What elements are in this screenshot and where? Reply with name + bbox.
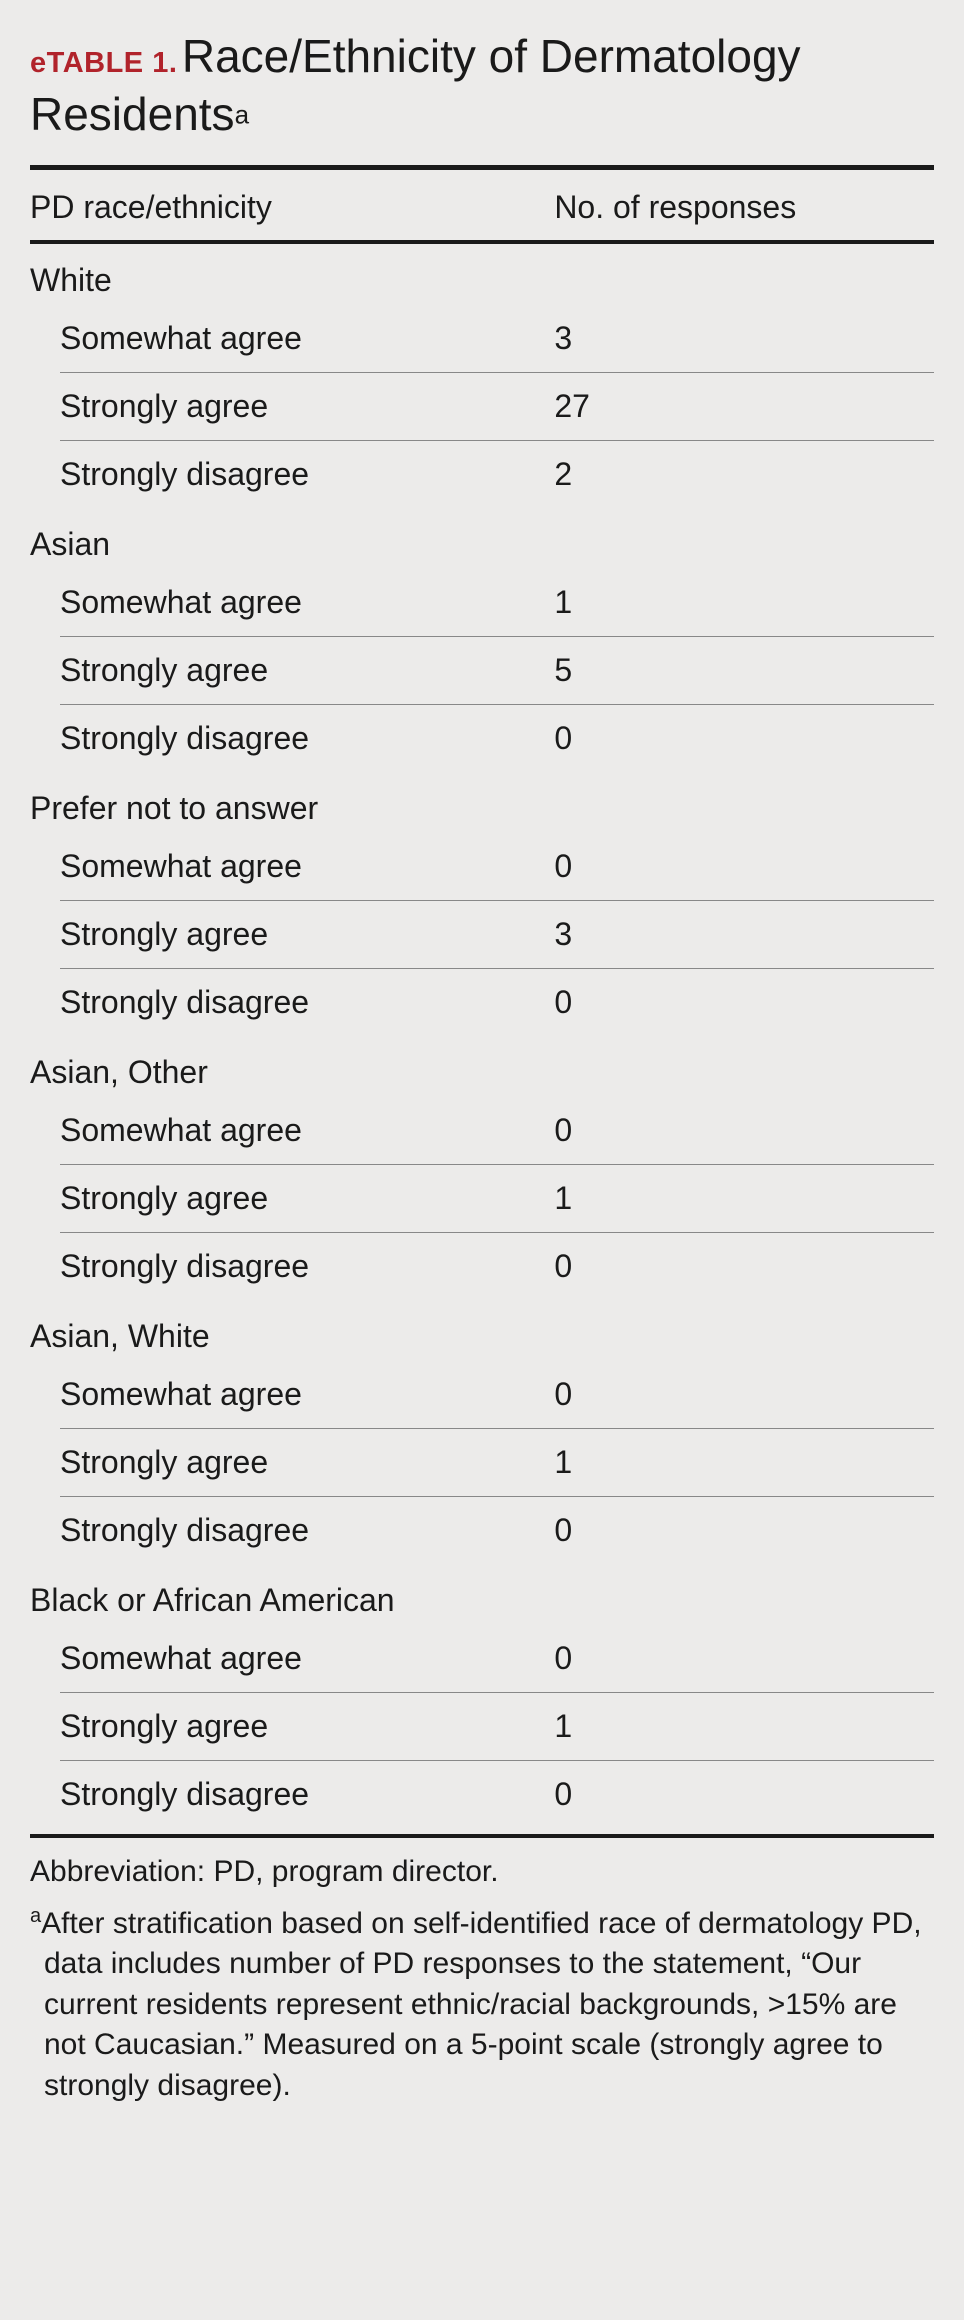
table-body: WhiteSomewhat agree3Strongly agree27Stro… — [30, 242, 934, 1828]
response-value: 5 — [554, 637, 934, 704]
table-row: Somewhat agree1 — [30, 569, 934, 636]
response-value: 0 — [554, 833, 934, 900]
response-value: 1 — [554, 569, 934, 636]
response-value: 0 — [554, 1233, 934, 1300]
bottom-rule — [30, 1834, 934, 1838]
response-value: 2 — [554, 441, 934, 508]
response-label: Strongly disagree — [30, 441, 554, 508]
response-label: Strongly disagree — [30, 1761, 554, 1828]
response-label: Strongly disagree — [30, 1233, 554, 1300]
group-row: Black or African American — [30, 1564, 934, 1625]
response-label: Strongly agree — [30, 1693, 554, 1760]
response-value: 3 — [554, 901, 934, 968]
table-row: Strongly agree1 — [30, 1165, 934, 1232]
response-label: Strongly disagree — [30, 1497, 554, 1564]
response-label: Somewhat agree — [30, 305, 554, 372]
table-row: Strongly agree27 — [30, 373, 934, 440]
table-row: Strongly disagree0 — [30, 705, 934, 772]
group-label: White — [30, 242, 934, 305]
response-value: 0 — [554, 1361, 934, 1428]
table-row: Strongly disagree0 — [30, 1761, 934, 1828]
response-label: Strongly disagree — [30, 969, 554, 1036]
table-row: Somewhat agree0 — [30, 1361, 934, 1428]
table-row: Somewhat agree0 — [30, 1625, 934, 1692]
group-row: Asian, White — [30, 1300, 934, 1361]
table-row: Strongly disagree0 — [30, 1233, 934, 1300]
response-value: 0 — [554, 1761, 934, 1828]
group-label: Asian — [30, 508, 934, 569]
group-label: Asian, White — [30, 1300, 934, 1361]
column-header-ethnicity: PD race/ethnicity — [30, 175, 554, 242]
table-row: Strongly agree3 — [30, 901, 934, 968]
response-label: Strongly agree — [30, 1165, 554, 1232]
table-container: eTABLE 1. Race/Ethnicity of Dermatology … — [0, 0, 964, 2146]
response-label: Somewhat agree — [30, 569, 554, 636]
response-label: Strongly agree — [30, 637, 554, 704]
column-header-responses: No. of responses — [554, 175, 934, 242]
group-row: White — [30, 242, 934, 305]
table-row: Strongly disagree0 — [30, 1497, 934, 1564]
response-label: Strongly agree — [30, 373, 554, 440]
response-value: 1 — [554, 1429, 934, 1496]
footnote-a: aAfter stratification based on self-iden… — [30, 1903, 934, 2107]
abbreviation-note: Abbreviation: PD, program director. — [30, 1852, 934, 1893]
table-row: Somewhat agree0 — [30, 833, 934, 900]
response-label: Somewhat agree — [30, 1625, 554, 1692]
data-table: PD race/ethnicity No. of responses White… — [30, 175, 934, 1828]
table-title: eTABLE 1. Race/Ethnicity of Dermatology … — [30, 28, 934, 143]
title-superscript: a — [235, 99, 249, 129]
response-value: 0 — [554, 1497, 934, 1564]
response-value: 3 — [554, 305, 934, 372]
response-value: 1 — [554, 1165, 934, 1232]
response-label: Somewhat agree — [30, 833, 554, 900]
group-row: Asian — [30, 508, 934, 569]
response-label: Strongly agree — [30, 901, 554, 968]
response-value: 0 — [554, 1625, 934, 1692]
footnote-sup: a — [30, 1905, 41, 1927]
table-row: Strongly disagree2 — [30, 441, 934, 508]
response-label: Strongly disagree — [30, 705, 554, 772]
group-row: Prefer not to answer — [30, 772, 934, 833]
table-row: Somewhat agree0 — [30, 1097, 934, 1164]
table-row: Somewhat agree3 — [30, 305, 934, 372]
header-row: PD race/ethnicity No. of responses — [30, 175, 934, 242]
response-value: 1 — [554, 1693, 934, 1760]
response-label: Somewhat agree — [30, 1361, 554, 1428]
table-row: Strongly agree1 — [30, 1693, 934, 1760]
response-value: 0 — [554, 1097, 934, 1164]
group-label: Black or African American — [30, 1564, 934, 1625]
table-row: Strongly agree1 — [30, 1429, 934, 1496]
table-label: eTABLE 1. — [30, 47, 177, 79]
group-label: Prefer not to answer — [30, 772, 934, 833]
footnote-text: After stratification based on self-ident… — [41, 1907, 921, 2102]
response-value: 0 — [554, 705, 934, 772]
table-row: Strongly agree5 — [30, 637, 934, 704]
response-label: Strongly agree — [30, 1429, 554, 1496]
response-value: 0 — [554, 969, 934, 1036]
group-label: Asian, Other — [30, 1036, 934, 1097]
group-row: Asian, Other — [30, 1036, 934, 1097]
response-label: Somewhat agree — [30, 1097, 554, 1164]
table-row: Strongly disagree0 — [30, 969, 934, 1036]
response-value: 27 — [554, 373, 934, 440]
